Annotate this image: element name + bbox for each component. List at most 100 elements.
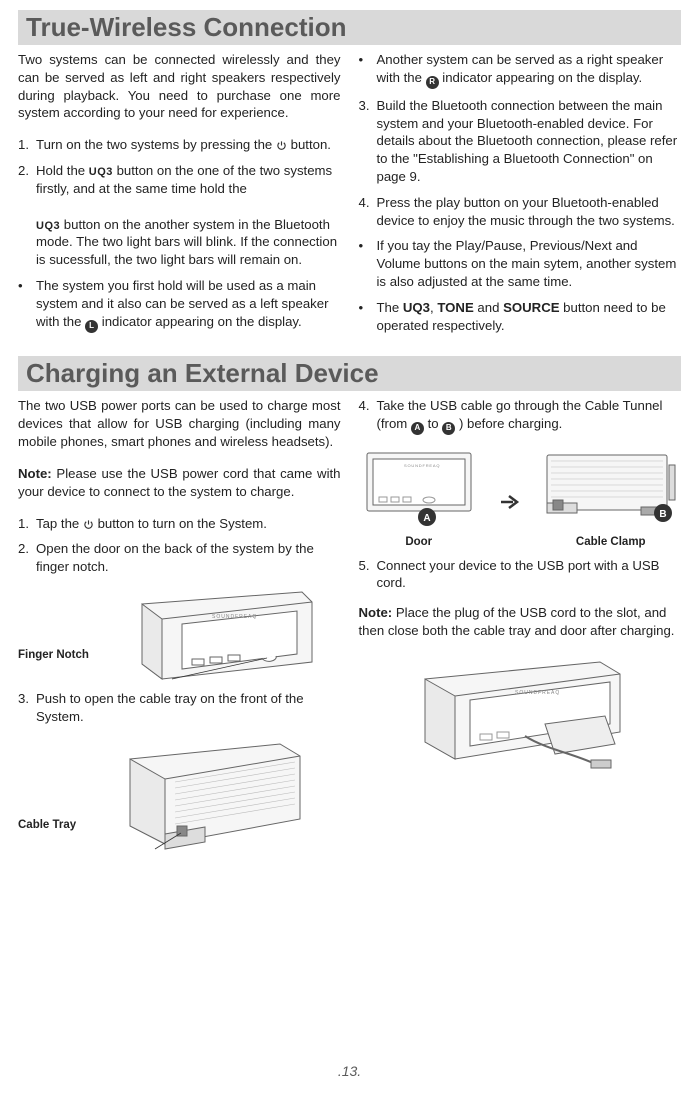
step-number: 5. xyxy=(359,557,377,593)
tws-step-1: 1. Turn on the two systems by pressing t… xyxy=(18,136,341,154)
text: button on the another system in the Blue… xyxy=(36,217,337,268)
tws-bullet-separate-buttons: • The UQ3, TONE and SOURCE button need t… xyxy=(359,299,682,335)
step-body: Turn on the two systems by pressing the … xyxy=(36,136,341,154)
text: button. xyxy=(291,137,331,152)
bullet-body: The system you first hold will be used a… xyxy=(36,277,341,333)
tws-right-steps: 3. Build the Bluetooth connection betwee… xyxy=(359,97,682,230)
tws-intro: Two systems can be connected wirelessly … xyxy=(18,51,341,122)
charging-step-1: 1. Tap the button to turn on the System. xyxy=(18,515,341,533)
uq3-label: UQ3 xyxy=(89,166,113,178)
text: and xyxy=(474,300,503,315)
closing-figure: SOUNDFREAQ xyxy=(359,654,682,789)
charging-intro: The two USB power ports can be used to c… xyxy=(18,397,341,450)
power-icon xyxy=(83,519,94,530)
step-body: Push to open the cable tray on the front… xyxy=(36,690,341,726)
tws-bullet-right-speaker: • Another system can be served as a righ… xyxy=(359,51,682,89)
section-header-tws: True-Wireless Connection xyxy=(18,10,681,45)
charging-note-1: Note: Please use the USB power cord that… xyxy=(18,465,341,501)
step-body: Take the USB cable go through the Cable … xyxy=(377,397,682,435)
step-body: Connect your device to the USB port with… xyxy=(377,557,682,593)
svg-text:SOUNDFREAQ: SOUNDFREAQ xyxy=(404,463,440,468)
svg-text:SOUNDFREAQ: SOUNDFREAQ xyxy=(212,614,257,620)
page-number: .13. xyxy=(0,1063,699,1079)
cable-tray-figure: Cable Tray xyxy=(18,734,341,854)
cable-clamp-label: Cable Clamp xyxy=(541,535,681,551)
text: indicator appearing on the display. xyxy=(442,70,642,85)
note-text: Please use the USB power cord that came … xyxy=(18,466,341,499)
text: indicator appearing on the display. xyxy=(102,314,302,329)
bullet-body: The UQ3, TONE and SOURCE button need to … xyxy=(377,299,682,335)
tws-right-bullets-1: • Another system can be served as a righ… xyxy=(359,51,682,89)
device-front-illustration xyxy=(105,734,315,854)
charging-left-col: The two USB power ports can be used to c… xyxy=(18,397,341,853)
charging-step-5: 5. Connect your device to the USB port w… xyxy=(359,557,682,593)
device-door-illustration: A SOUNDFREAQ xyxy=(359,445,479,530)
tone-bold: TONE xyxy=(437,300,473,315)
finger-notch-label: Finger Notch xyxy=(18,649,89,661)
text: to xyxy=(428,416,443,431)
cable-tray-label: Cable Tray xyxy=(18,819,76,831)
charging-note-2: Note: Place the plug of the USB cord to … xyxy=(359,604,682,640)
left-indicator-icon: L xyxy=(85,320,98,333)
tws-left-col: Two systems can be connected wirelessly … xyxy=(18,51,341,342)
step-number: 4. xyxy=(359,194,377,230)
uq3-label: UQ3 xyxy=(36,220,60,232)
tws-right-bullets-2: • If you tay the Play/Pause, Previous/Ne… xyxy=(359,237,682,334)
bullet-body: If you tay the Play/Pause, Previous/Next… xyxy=(377,237,682,290)
step-number: 2. xyxy=(18,162,36,269)
step-body: Open the door on the back of the system … xyxy=(36,540,341,576)
arrow-icon xyxy=(499,493,521,511)
tws-step-2: 2. Hold the UQ3 button on the one of the… xyxy=(18,162,341,269)
charging-right-steps: 4. Take the USB cable go through the Cab… xyxy=(359,397,682,435)
step-number: 3. xyxy=(359,97,377,186)
tws-bullet-play-sync: • If you tay the Play/Pause, Previous/Ne… xyxy=(359,237,682,290)
marker-a-icon: A xyxy=(411,422,424,435)
text: Turn on the two systems by pressing the xyxy=(36,137,276,152)
bullet-icon: • xyxy=(359,51,377,89)
door-clamp-figure: A SOUNDFREAQ Door xyxy=(359,445,682,550)
step-number: 4. xyxy=(359,397,377,435)
charging-right-col: 4. Take the USB cable go through the Cab… xyxy=(359,397,682,853)
charging-step-3: 3. Push to open the cable tray on the fr… xyxy=(18,690,341,726)
device-closing-illustration: SOUNDFREAQ xyxy=(405,654,635,784)
door-label: Door xyxy=(359,535,479,551)
bullet-icon: • xyxy=(359,237,377,290)
step-body: Press the play button on your Bluetooth-… xyxy=(377,194,682,230)
tws-right-col: • Another system can be served as a righ… xyxy=(359,51,682,342)
step-body: Tap the button to turn on the System. xyxy=(36,515,341,533)
text: button to turn on the System. xyxy=(98,516,267,531)
marker-b-icon: B xyxy=(442,422,455,435)
device-back-illustration: SOUNDFREAQ xyxy=(112,584,322,684)
text: Hold the xyxy=(36,163,89,178)
power-icon xyxy=(276,140,287,151)
note-label: Note: xyxy=(359,605,393,620)
text: Tap the xyxy=(36,516,83,531)
step-number: 1. xyxy=(18,515,36,533)
step-number: 3. xyxy=(18,690,36,726)
tws-bullet-left-speaker: • The system you first hold will be used… xyxy=(18,277,341,333)
tws-step-4: 4. Press the play button on your Bluetoo… xyxy=(359,194,682,230)
bullet-body: Another system can be served as a right … xyxy=(377,51,682,89)
tws-left-steps: 1. Turn on the two systems by pressing t… xyxy=(18,136,341,269)
charging-left-steps: 1. Tap the button to turn on the System.… xyxy=(18,515,341,576)
charging-right-steps-2: 5. Connect your device to the USB port w… xyxy=(359,557,682,593)
section-header-charging: Charging an External Device xyxy=(18,356,681,391)
marker-b-badge: B xyxy=(659,509,666,520)
charging-step-4: 4. Take the USB cable go through the Cab… xyxy=(359,397,682,435)
svg-text:SOUNDFREAQ: SOUNDFREAQ xyxy=(515,690,560,696)
note-text: Place the plug of the USB cord to the sl… xyxy=(359,605,675,638)
tws-step-3: 3. Build the Bluetooth connection betwee… xyxy=(359,97,682,186)
device-clamp-illustration: B xyxy=(541,445,681,530)
step-number: 1. xyxy=(18,136,36,154)
right-indicator-icon: R xyxy=(426,76,439,89)
marker-a-badge: A xyxy=(423,513,430,524)
bullet-icon: • xyxy=(359,299,377,335)
source-bold: SOURCE xyxy=(503,300,559,315)
charging-step-2: 2. Open the door on the back of the syst… xyxy=(18,540,341,576)
charging-left-steps-2: 3. Push to open the cable tray on the fr… xyxy=(18,690,341,726)
step-number: 2. xyxy=(18,540,36,576)
finger-notch-figure: Finger Notch xyxy=(18,584,341,684)
uq3-bold: UQ3 xyxy=(403,300,430,315)
text: The xyxy=(377,300,403,315)
step-body: Build the Bluetooth connection between t… xyxy=(377,97,682,186)
